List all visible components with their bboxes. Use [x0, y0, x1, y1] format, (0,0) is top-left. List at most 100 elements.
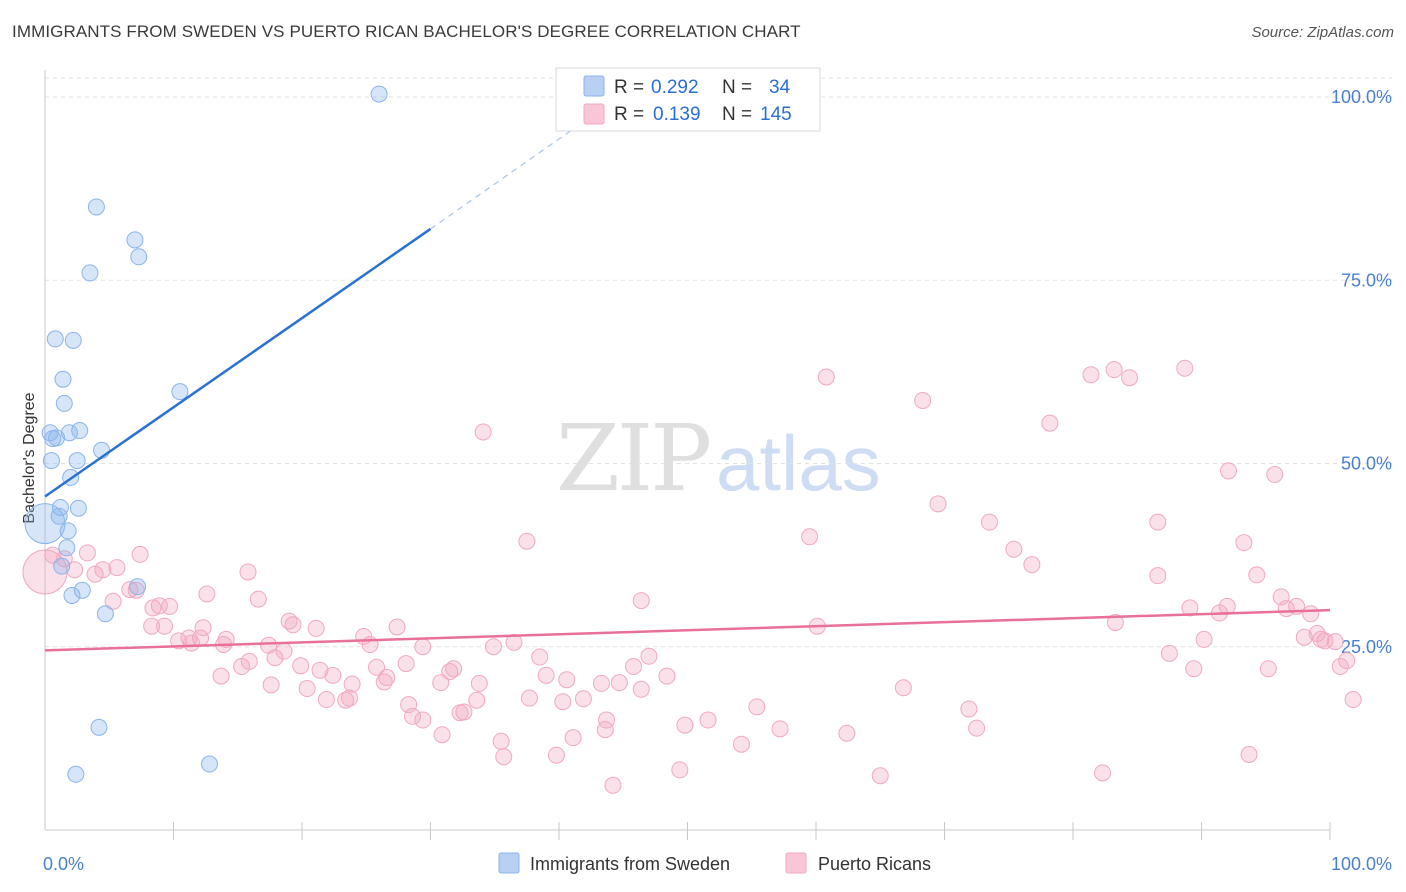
puerto-ricans-point-59 — [433, 726, 451, 744]
puerto-ricans-point-102 — [960, 700, 978, 718]
puerto-ricans-point-41 — [317, 691, 335, 709]
sweden-point-2 — [126, 231, 144, 249]
puerto-ricans-point-40 — [324, 666, 342, 684]
sweden-point-11 — [71, 422, 89, 440]
puerto-ricans-point-71 — [531, 648, 549, 666]
puerto-ricans-point-108 — [1082, 366, 1100, 384]
sweden-point-16 — [42, 452, 60, 470]
puerto-ricans-point-52 — [414, 638, 432, 656]
puerto-ricans-point-132 — [1302, 605, 1320, 623]
puerto-ricans-point-138 — [1338, 652, 1356, 670]
puerto-ricans-point-73 — [547, 746, 565, 764]
puerto-ricans-point-109 — [1094, 764, 1112, 782]
x-ticks — [173, 822, 1331, 840]
puerto-ricans-point-39 — [311, 661, 329, 679]
puerto-ricans-point-86 — [632, 592, 650, 610]
puerto-ricans-point-62 — [468, 691, 486, 709]
puerto-ricans-point-103 — [968, 719, 986, 737]
sweden-point-32 — [67, 765, 85, 783]
sweden-point-31 — [200, 755, 218, 773]
legend-swatch-puerto-ricans — [583, 103, 605, 125]
puerto-ricans-point-30 — [307, 619, 325, 637]
puerto-ricans-point-99 — [894, 679, 912, 697]
sweden-point-26 — [129, 578, 147, 596]
puerto-ricans-point-92 — [748, 698, 766, 716]
sweden-point-4 — [81, 264, 99, 282]
puerto-ricans-point-110 — [1105, 361, 1123, 379]
y-tick-label-100: 100.0% — [1331, 87, 1392, 107]
puerto-ricans-point-43 — [337, 691, 355, 709]
y-tick-label-25: 25.0% — [1341, 637, 1392, 657]
puerto-ricans-point-118 — [1185, 660, 1203, 678]
legend-n-label-sweden: N = — [722, 77, 752, 98]
puerto-ricans-point-34 — [233, 658, 251, 676]
sweden-point-3 — [130, 248, 148, 266]
puerto-ricans-point-20 — [194, 619, 212, 637]
sweden-point-25 — [53, 557, 71, 575]
puerto-ricans-point-126 — [1259, 660, 1277, 678]
puerto-ricans-point-35 — [212, 667, 230, 685]
y-tick-labels: 25.0% 50.0% 75.0% 100.0% — [1331, 87, 1392, 657]
puerto-ricans-point-137 — [1331, 658, 1349, 676]
puerto-ricans-point-124 — [1240, 746, 1258, 764]
sweden-point-6 — [64, 331, 82, 349]
puerto-ricans-point-114 — [1149, 567, 1167, 585]
puerto-ricans-point-100 — [914, 391, 932, 409]
puerto-ricans-point-77 — [574, 690, 592, 708]
puerto-ricans-point-4 — [78, 544, 96, 562]
bottom-legend-swatch-sweden — [498, 852, 520, 874]
legend-n-label-puerto-ricans: N = — [722, 104, 752, 125]
legend-n-value-puerto-ricans: 145 — [760, 104, 792, 125]
y-tick-label-50: 50.0% — [1341, 454, 1392, 474]
puerto-ricans-point-48 — [375, 673, 393, 691]
puerto-ricans-point-70 — [518, 532, 536, 550]
puerto-ricans-points — [22, 359, 1362, 794]
puerto-ricans-point-119 — [1195, 630, 1213, 648]
sweden-point-23 — [59, 522, 77, 540]
sweden-point-7 — [54, 370, 72, 388]
sweden-point-24 — [58, 539, 76, 557]
puerto-ricans-point-117 — [1181, 599, 1199, 617]
puerto-ricans-point-32 — [266, 649, 284, 667]
puerto-ricans-point-127 — [1266, 465, 1284, 483]
bottom-legend-swatch-puerto-ricans — [785, 852, 807, 874]
sweden-point-8 — [171, 383, 189, 401]
sweden-point-5 — [46, 330, 64, 348]
puerto-ricans-point-37 — [292, 657, 310, 675]
puerto-ricans-point-84 — [632, 680, 650, 698]
puerto-ricans-point-74 — [554, 693, 572, 711]
puerto-ricans-point-81 — [610, 674, 628, 692]
source-label: Source: ZipAtlas.com — [1251, 24, 1394, 41]
sweden-point-30 — [90, 718, 108, 736]
puerto-ricans-point-101 — [929, 495, 947, 513]
legend-r-label-puerto-ricans: R = — [614, 104, 644, 125]
svg-text:ZIP: ZIP — [556, 405, 709, 512]
series-legend: Immigrants from Sweden Puerto Ricans — [498, 852, 931, 874]
puerto-ricans-point-26 — [249, 590, 267, 608]
puerto-ricans-point-104 — [980, 513, 998, 531]
puerto-ricans-point-21 — [191, 629, 209, 647]
puerto-ricans-point-61 — [455, 703, 473, 721]
sweden-point-9 — [55, 394, 73, 412]
y-axis-label: Bachelor's Degree — [21, 392, 38, 523]
puerto-ricans-point-96 — [817, 368, 835, 386]
bottom-legend-label-puerto-ricans: Puerto Ricans — [818, 854, 931, 874]
sweden-point-29 — [96, 605, 114, 623]
puerto-ricans-point-139 — [1344, 691, 1362, 709]
puerto-ricans-point-8 — [86, 565, 104, 583]
legend-r-value-puerto-ricans: 0.139 — [653, 104, 701, 125]
stats-legend: R = 0.292 N = 34 R = 0.139 N = 145 — [555, 67, 821, 132]
puerto-ricans-point-105 — [1005, 540, 1023, 558]
sweden-point-20 — [69, 499, 87, 517]
x-tick-label-max: 100.0% — [1331, 854, 1392, 874]
puerto-ricans-point-80 — [596, 721, 614, 739]
x-tick-label-min: 0.0% — [43, 854, 84, 874]
puerto-ricans-point-66 — [492, 732, 510, 750]
puerto-ricans-point-24 — [198, 585, 216, 603]
puerto-ricans-point-88 — [676, 716, 694, 734]
puerto-ricans-trend-line — [44, 608, 1331, 652]
puerto-ricans-point-123 — [1235, 534, 1253, 552]
sweden-trend-extension — [430, 129, 573, 230]
puerto-ricans-point-9 — [104, 592, 122, 610]
